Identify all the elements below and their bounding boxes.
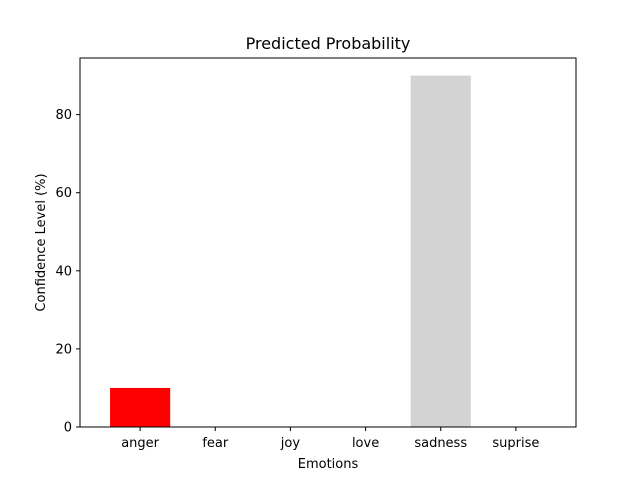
bars-layer <box>110 75 471 428</box>
y-axis-label: Confidence Level (%) <box>34 173 49 311</box>
x-tick-label: fear <box>202 436 229 451</box>
x-tick-label: love <box>352 436 379 451</box>
y-tick-label: 20 <box>55 342 72 357</box>
chart-title: Predicted Probability <box>246 34 411 53</box>
y-tick-label: 0 <box>64 421 72 436</box>
x-tick-label: joy <box>280 436 301 451</box>
x-tick-label: sadness <box>414 436 467 451</box>
y-tick-label: 60 <box>55 186 72 201</box>
x-ticks: anger fear joy love sadness suprise <box>121 427 539 451</box>
x-axis-label: Emotions <box>298 457 359 472</box>
x-tick-label: anger <box>121 436 159 451</box>
plot-frame <box>79 57 577 428</box>
bar-anger <box>110 387 171 427</box>
y-tick-label: 80 <box>55 108 72 123</box>
bar-sadness <box>410 75 471 428</box>
y-tick-label: 40 <box>55 264 72 279</box>
y-ticks: 0 20 40 60 80 <box>55 108 80 436</box>
x-tick-label: suprise <box>492 436 539 451</box>
